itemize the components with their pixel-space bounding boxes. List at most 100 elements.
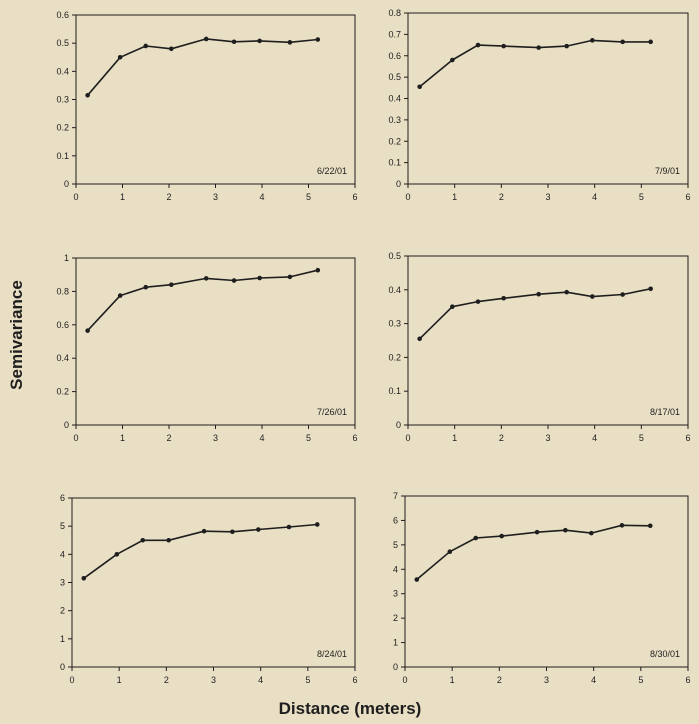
- y-tick-label: 0: [64, 179, 69, 189]
- x-tick-label: 5: [305, 675, 310, 685]
- x-tick-label: 0: [402, 675, 407, 685]
- y-tick-label: 1: [60, 634, 65, 644]
- data-point: [536, 291, 541, 297]
- data-point: [450, 304, 455, 310]
- data-point: [203, 36, 209, 42]
- chart-panel: 0 1 2 3 4 5 6 0 0.1 0.2 0.3 0.4 0.5 8/17/01: [388, 251, 690, 443]
- y-tick-label: 7: [393, 491, 398, 501]
- y-tick-label: 0.2: [388, 136, 401, 146]
- panel-date-label: 8/24/01: [317, 649, 347, 659]
- y-tick-label: 0.1: [56, 151, 69, 161]
- series-line: [86, 38, 318, 96]
- x-tick-label: 3: [545, 433, 550, 443]
- data-point: [475, 299, 481, 304]
- data-point: [231, 39, 237, 45]
- series-line: [419, 39, 651, 88]
- x-tick-label: 3: [213, 433, 218, 443]
- y-tick-label: 0.6: [56, 320, 69, 330]
- data-point: [499, 533, 504, 539]
- y-tick-label: 6: [60, 493, 65, 503]
- y-tick-label: 0.8: [388, 8, 401, 18]
- chart-panels: 0 1 2 3 4 5 6 0 0.1 0.2 0.3 0.4 0.5 0.6 6/22/01 0 1 2 3 4 5 6…: [56, 8, 690, 685]
- x-tick-label: 1: [452, 192, 457, 202]
- y-tick-label: 0.2: [56, 387, 69, 397]
- x-tick-label: 1: [450, 675, 455, 685]
- data-point: [563, 527, 568, 533]
- data-point: [85, 328, 90, 333]
- data-point: [590, 294, 595, 299]
- y-tick-label: 0.8: [56, 286, 69, 296]
- x-tick-label: 4: [258, 675, 263, 685]
- y-tick-label: 5: [393, 540, 398, 550]
- x-tick-label: 0: [73, 433, 78, 443]
- x-tick-label: 6: [685, 192, 690, 202]
- data-point: [473, 535, 479, 541]
- data-point: [315, 267, 321, 273]
- x-tick-label: 5: [639, 433, 644, 443]
- x-tick-label: 2: [499, 192, 504, 202]
- y-tick-label: 0.6: [56, 10, 69, 20]
- panel-date-label: 6/22/01: [317, 166, 347, 176]
- x-tick-label: 6: [352, 675, 357, 685]
- x-tick-label: 2: [499, 433, 504, 443]
- x-tick-label: 1: [117, 675, 122, 685]
- x-tick-label: 6: [352, 192, 357, 202]
- data-point: [143, 43, 149, 49]
- y-tick-label: 6: [393, 515, 398, 525]
- y-axis-title: Semivariance: [7, 280, 26, 390]
- plot-frame: [404, 495, 689, 668]
- data-point: [117, 293, 123, 298]
- y-tick-label: 0.6: [388, 51, 401, 61]
- data-point: [620, 39, 625, 45]
- data-point: [475, 42, 481, 48]
- y-tick-label: 0.5: [388, 72, 401, 82]
- x-tick-label: 2: [164, 675, 169, 685]
- y-tick-label: 0: [64, 420, 69, 430]
- y-tick-label: 0.2: [56, 123, 69, 133]
- x-tick-label: 1: [120, 433, 125, 443]
- chart-panel: 0 1 2 3 4 5 6 0 1 2 3 4 5 6 7 8/30/01: [393, 491, 691, 685]
- y-tick-label: 0.3: [388, 115, 401, 125]
- plot-frame: [75, 257, 356, 426]
- chart-panel: 0 1 2 3 4 5 6 0 0.2 0.4 0.6 0.8 1 7/26/01: [56, 253, 357, 443]
- y-tick-label: 1: [64, 253, 69, 263]
- x-tick-label: 4: [592, 192, 597, 202]
- data-point: [315, 37, 321, 42]
- data-point: [117, 54, 123, 60]
- data-point: [447, 549, 453, 554]
- y-tick-label: 0.5: [388, 251, 401, 261]
- data-point: [257, 275, 262, 281]
- data-point: [417, 84, 422, 90]
- data-point: [450, 57, 455, 63]
- x-tick-label: 0: [405, 433, 410, 443]
- chart-panel: 0 1 2 3 4 5 6 0 1 2 3 4 5 6 8/24/01: [60, 493, 358, 685]
- data-point: [501, 43, 506, 49]
- x-axis-title: Distance (meters): [279, 699, 422, 718]
- series-line: [87, 269, 318, 332]
- x-tick-label: 0: [69, 675, 74, 685]
- y-tick-label: 3: [393, 589, 398, 599]
- x-tick-label: 1: [452, 433, 457, 443]
- data-point: [81, 575, 87, 581]
- y-tick-label: 0.3: [56, 95, 69, 105]
- data-point: [257, 38, 262, 44]
- x-tick-label: 0: [73, 192, 78, 202]
- data-point: [201, 528, 207, 534]
- plot-frame: [407, 255, 689, 426]
- x-tick-label: 2: [497, 675, 502, 685]
- y-tick-label: 0: [396, 420, 401, 430]
- y-tick-label: 0.2: [388, 352, 401, 362]
- y-tick-label: 1: [393, 638, 398, 648]
- data-point: [314, 522, 320, 527]
- data-point: [256, 527, 261, 532]
- x-tick-label: 3: [545, 192, 550, 202]
- data-point: [647, 523, 653, 529]
- y-tick-label: 0: [396, 179, 401, 189]
- panel-date-label: 7/9/01: [655, 166, 680, 176]
- y-tick-label: 0.4: [388, 94, 401, 104]
- data-point: [648, 39, 653, 45]
- x-tick-label: 2: [166, 192, 171, 202]
- data-point: [534, 529, 540, 535]
- x-tick-label: 0: [405, 192, 410, 202]
- y-tick-label: 0.1: [388, 158, 401, 168]
